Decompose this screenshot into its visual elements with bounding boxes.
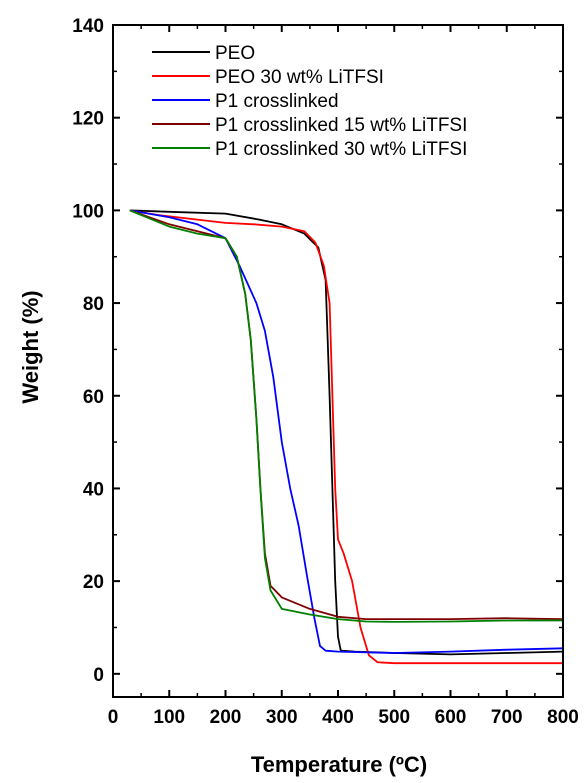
x-tick-label: 100 — [153, 707, 185, 728]
legend: PEO PEO 30 wt% LiTFSI P1 crosslinked P1 cro… — [152, 43, 467, 160]
x-axis-label: Temperature (ºC) — [251, 752, 427, 777]
legend-label: PEO 30 wt% LiTFSI — [215, 67, 384, 88]
y-tick-label: 140 — [72, 16, 104, 37]
legend-label: P1 crosslinked — [215, 91, 339, 112]
y-tick-label: 80 — [83, 294, 104, 315]
y-tick-label: 40 — [83, 479, 104, 500]
y-tick-label: 100 — [72, 201, 104, 222]
y-tick-label: 120 — [72, 109, 104, 130]
x-tick-label: 700 — [491, 707, 523, 728]
series-line-1 — [129, 209, 564, 656]
series-line-5 — [129, 209, 563, 623]
series-line-2 — [129, 209, 563, 665]
legend-label: P1 crosslinked 30 wt% LiTFSI — [215, 139, 467, 160]
x-tick-label: 300 — [266, 707, 298, 728]
series-layer — [129, 209, 564, 665]
axes-layer: 0 100 200 300 400 500 600 700 800 0 20 40 60 80 100 120… — [72, 16, 579, 728]
x-tick-label: 200 — [210, 707, 242, 728]
legend-label: PEO — [215, 43, 255, 64]
x-tick-label: 400 — [322, 707, 354, 728]
x-tick-label: 800 — [547, 707, 579, 728]
y-axis-label: Weight (%) — [18, 290, 43, 403]
x-tick-label: 600 — [435, 707, 467, 728]
y-tick-label: 60 — [83, 387, 104, 408]
series-line-4 — [129, 209, 564, 620]
x-tick-label: 500 — [378, 707, 410, 728]
legend-label: P1 crosslinked 15 wt% LiTFSI — [215, 115, 467, 136]
x-tick-label: 0 — [108, 707, 119, 728]
series-line-3 — [129, 209, 564, 654]
y-tick-label: 20 — [83, 572, 104, 593]
y-tick-label: 0 — [93, 665, 104, 686]
